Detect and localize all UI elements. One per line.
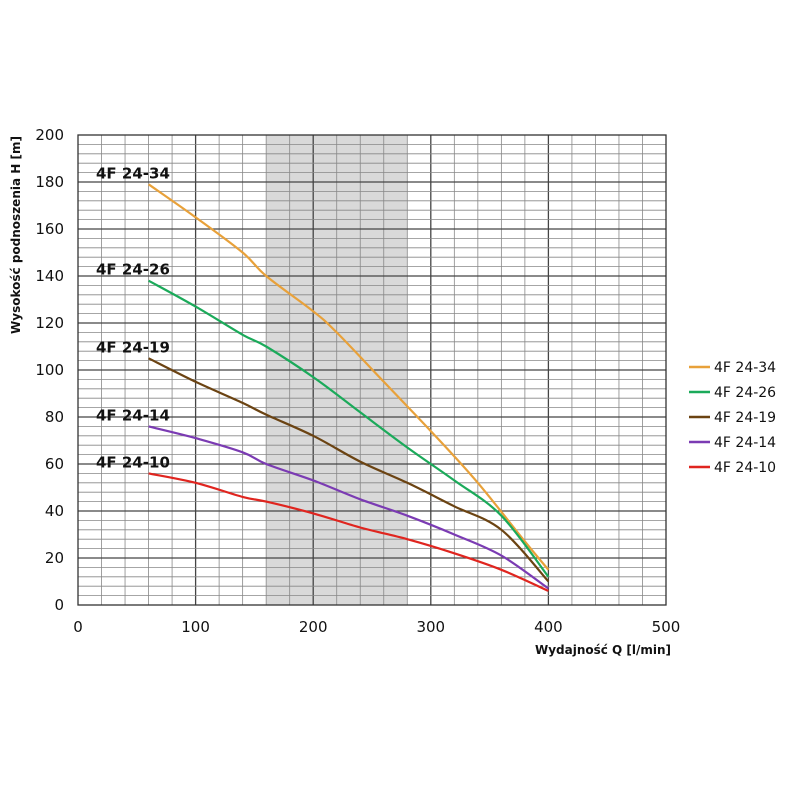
y-tick-label: 0 <box>54 596 64 614</box>
series-line-4f-24-34 <box>147 183 550 571</box>
legend-label: 4F 24-34 <box>714 360 776 376</box>
x-axis-title: Wydajność Q [l/min] <box>535 643 671 657</box>
legend-label: 4F 24-14 <box>714 435 776 451</box>
y-tick-label: 140 <box>35 267 64 285</box>
curve-label: 4F 24-14 <box>96 406 170 424</box>
x-tick-label: 200 <box>299 618 328 636</box>
y-tick-label: 180 <box>35 173 64 191</box>
series-line-4f-24-10 <box>148 472 549 592</box>
x-tick-label: 500 <box>652 618 681 636</box>
y-tick-label: 40 <box>45 502 64 520</box>
curve-label: 4F 24-19 <box>96 338 170 356</box>
curve-label: 4F 24-34 <box>96 164 170 182</box>
curve-label: 4F 24-26 <box>96 261 170 279</box>
y-tick-label: 20 <box>45 549 64 567</box>
y-tick-label: 100 <box>35 361 64 379</box>
series-line-4f-24-14 <box>148 425 550 590</box>
legend-label: 4F 24-19 <box>714 410 776 426</box>
y-axis-title: Wysokość podnoszenia H [m] <box>9 136 23 334</box>
x-tick-label: 100 <box>181 618 210 636</box>
x-tick-label: 300 <box>416 618 445 636</box>
curve-label: 4F 24-10 <box>96 453 170 471</box>
y-tick-label: 160 <box>35 220 64 238</box>
plot-frame <box>77 134 667 606</box>
x-tick-label: 0 <box>73 618 83 636</box>
legend-label: 4F 24-26 <box>714 385 776 401</box>
series-line-4f-24-19 <box>148 357 550 583</box>
x-tick-label: 400 <box>534 618 563 636</box>
legend-label: 4F 24-10 <box>714 460 776 476</box>
series-line-4f-24-26 <box>148 279 550 578</box>
y-tick-label: 60 <box>45 455 64 473</box>
y-tick-label: 80 <box>45 408 64 426</box>
y-tick-label: 120 <box>35 314 64 332</box>
y-tick-label: 200 <box>35 126 64 144</box>
